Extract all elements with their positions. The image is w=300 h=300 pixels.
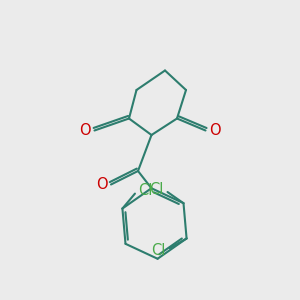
Text: O: O: [79, 123, 91, 138]
Text: O: O: [209, 123, 221, 138]
Text: O: O: [96, 177, 107, 192]
Text: Cl: Cl: [138, 183, 152, 198]
Text: Cl: Cl: [152, 243, 166, 258]
Text: Cl: Cl: [149, 182, 164, 197]
